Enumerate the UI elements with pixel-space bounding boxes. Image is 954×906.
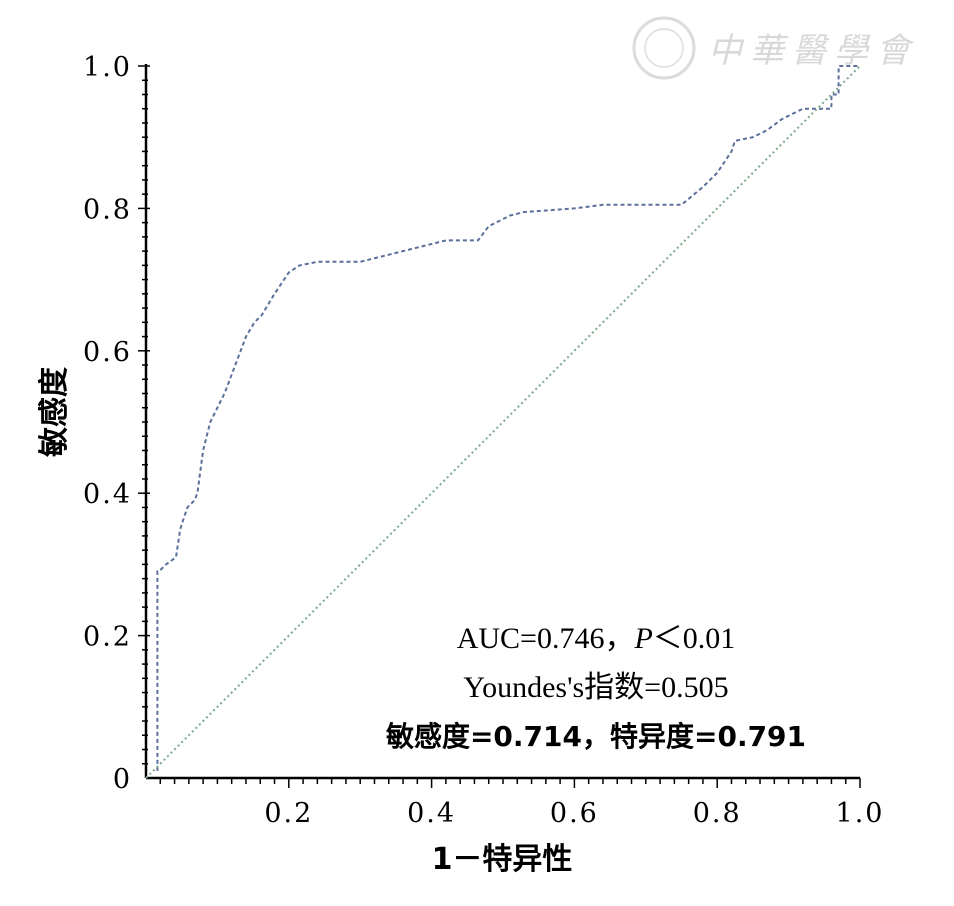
- x-tick-label: 1.0: [836, 798, 885, 829]
- roc-curve-line: [156, 65, 860, 771]
- y-tick-label: 1.0: [83, 52, 132, 83]
- sens-spec-annotation: 敏感度=0.714，特异度=0.791: [385, 720, 806, 753]
- watermark-seal: [632, 16, 696, 80]
- watermark-text: 中華醫學會: [708, 31, 918, 71]
- y-axis-label: 敏感度: [37, 367, 72, 457]
- y-tick-label: 0.2: [83, 622, 132, 653]
- x-tick-label: 0.6: [550, 798, 599, 829]
- reference-diagonal-line: [145, 65, 861, 779]
- y-tick-label: 0.4: [83, 479, 132, 510]
- x-axis-label: 1－特异性: [432, 842, 573, 877]
- auc-annotation: AUC=0.746，P＜0.01: [457, 622, 736, 655]
- p-symbol: P: [633, 622, 652, 655]
- x-tick-label: 0.2: [264, 798, 313, 829]
- watermark: 中華醫學會: [632, 16, 918, 80]
- plot-area: 0.2 0.4 0.6 0.8 1.0 0 0.2 0.4 0.6 0.8 1.0: [83, 52, 885, 829]
- y-tick-label: 0.6: [83, 337, 132, 368]
- p-value: ＜0.01: [653, 622, 736, 655]
- auc-text: AUC=0.746，: [457, 622, 635, 655]
- youden-annotation: Youndes's指数=0.505: [463, 671, 728, 704]
- y-tick-label: 0.8: [83, 194, 132, 225]
- x-tick-label: 0.4: [407, 798, 456, 829]
- x-tick-label: 0.8: [693, 798, 742, 829]
- y-tick-label: 0: [113, 764, 132, 795]
- watermark-seal-inner: [644, 28, 684, 68]
